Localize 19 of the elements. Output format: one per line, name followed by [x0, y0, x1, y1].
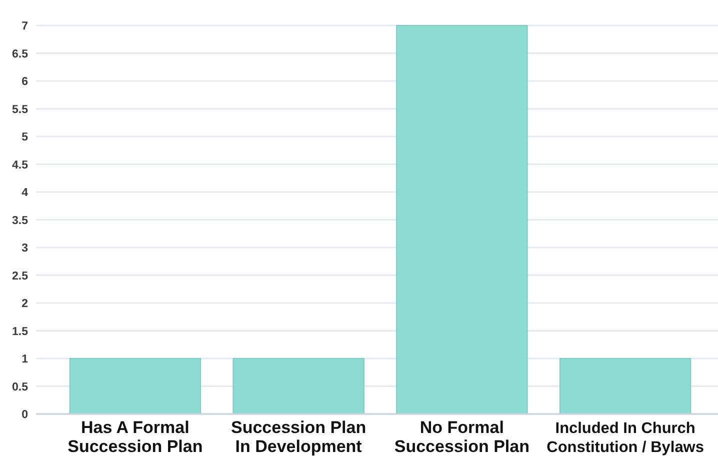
y-tick-label: 3: [22, 242, 28, 255]
y-tick-label: 1.5: [12, 326, 29, 338]
y-tick-label: 3.5: [12, 214, 29, 227]
y-tick-label: 0.5: [12, 381, 29, 394]
x-tick-label: Succession Plan In Development: [231, 418, 366, 456]
x-tick-label: Included In Church Constitution / Bylaws: [546, 420, 704, 456]
y-tick-label: 4.5: [12, 159, 29, 172]
x-tick-label: No Formal Succession Plan: [394, 418, 530, 456]
y-tick-label: 5.5: [12, 104, 29, 116]
y-tick-label: 6: [22, 76, 28, 88]
y-tick-label: 5: [22, 132, 29, 144]
y-tick-label: 0: [22, 409, 28, 422]
y-tick-label: 7: [22, 20, 28, 33]
y-tick-label: 2.5: [12, 270, 29, 282]
y-tick-label: 1: [22, 354, 29, 366]
y-tick-label: 6.5: [12, 48, 29, 60]
y-tick-label: 4: [22, 187, 29, 200]
y-tick-label: 2: [22, 298, 28, 310]
x-tick-label: Has A Formal Succession Plan: [68, 418, 203, 456]
